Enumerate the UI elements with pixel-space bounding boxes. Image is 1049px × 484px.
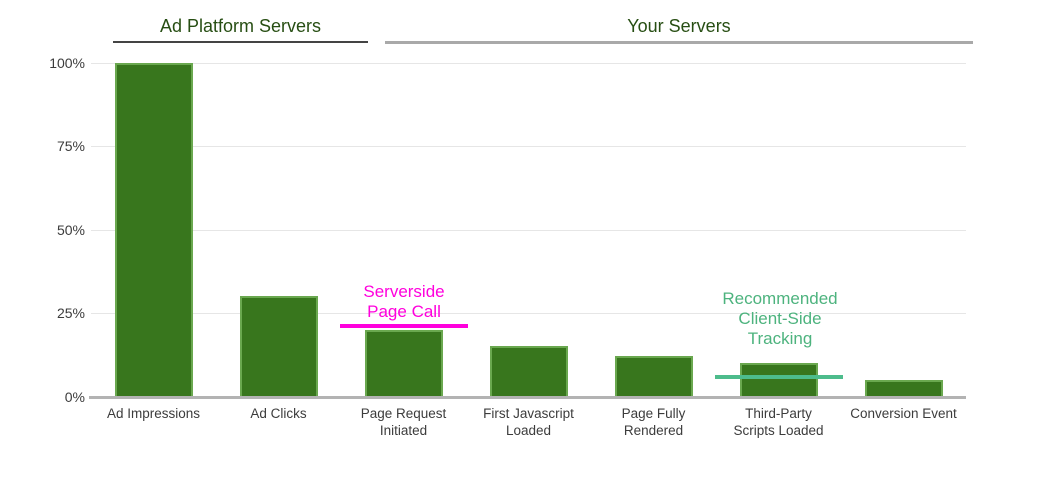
bar-2 xyxy=(239,296,318,397)
bar-5 xyxy=(614,356,693,397)
x-axis-label: Ad Clicks xyxy=(250,405,307,421)
x-axis-label: Page Request Initiated xyxy=(360,405,447,438)
section-header-ad-platform-servers: Ad Platform Servers xyxy=(113,14,368,43)
gridline xyxy=(91,146,966,147)
bar-3 xyxy=(364,329,443,397)
x-axis-label: Conversion Event xyxy=(850,405,957,421)
annotation-recommended-client-side-tracking: Recommended Client-Side Tracking xyxy=(722,289,838,348)
serverside-annotation-line xyxy=(339,324,468,329)
section-underline-ad-platform xyxy=(113,41,368,43)
section-title-your-servers: Your Servers xyxy=(627,16,731,36)
annotation-serverside-page-call: Serverside Page Call xyxy=(363,282,445,321)
gridline xyxy=(91,62,966,64)
gridline xyxy=(91,313,966,314)
y-axis-tick-label: 0% xyxy=(64,388,85,405)
y-axis-tick-label: 100% xyxy=(49,54,85,71)
x-axis-label: Third-Party Scripts Loaded xyxy=(733,405,824,438)
bar-1 xyxy=(114,62,193,397)
y-axis-tick-label: 50% xyxy=(56,221,85,238)
y-axis-tick-label: 25% xyxy=(56,305,85,321)
section-underline-your-servers xyxy=(385,41,973,44)
recommended-annotation-line xyxy=(714,375,843,380)
x-axis-label: Page Fully Rendered xyxy=(621,405,686,438)
bar-6 xyxy=(739,363,818,397)
x-axis-label: First Javascript Loaded xyxy=(483,405,574,438)
y-axis-tick-label: 75% xyxy=(56,138,85,154)
x-axis-line xyxy=(89,395,966,399)
bar-7 xyxy=(864,379,943,397)
gridline xyxy=(91,229,966,231)
section-header-your-servers: Your Servers xyxy=(385,14,973,44)
section-title-ad-platform-servers: Ad Platform Servers xyxy=(159,16,322,36)
bar-4 xyxy=(489,346,568,397)
x-axis-label: Ad Impressions xyxy=(106,405,201,421)
